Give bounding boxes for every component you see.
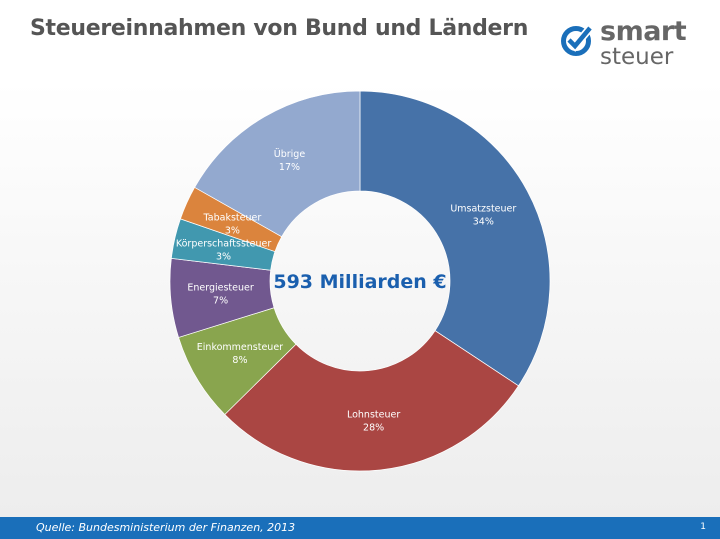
percent-label: 7% [213,296,228,307]
percent-label: 17% [279,162,300,173]
slice-umsatzsteuer [359,90,551,387]
category-label: Tabaksteuer [203,212,262,223]
logo-text-smart: smart [600,16,687,47]
logo-text-steuer: steuer [600,44,674,70]
check-circle-icon [561,25,594,56]
slice--brige [194,90,361,238]
category-label: Lohnsteuer [347,409,400,420]
category-label: Übrige [274,149,306,160]
percent-label: 34% [473,217,494,228]
category-label: Energiesteuer [187,283,254,294]
percent-label: 3% [216,252,231,263]
center-label: 593 Milliarden € [273,271,446,293]
footer: Quelle: Bundesministerium der Finanzen, … [0,517,720,539]
category-label: Körperschaftssteuer [176,239,272,250]
percent-label: 3% [225,225,240,236]
page-number: 1 [700,522,706,532]
slice-lohnsteuer [224,330,519,472]
page-title: Steuereinnahmen von Bund und Ländern [30,16,529,41]
percent-label: 8% [232,355,247,366]
category-label: Einkommensteuer [197,342,283,353]
logo: smart steuer [560,16,690,70]
percent-label: 28% [363,422,384,433]
source-text: Quelle: Bundesministerium der Finanzen, … [36,521,296,534]
category-label: Umsatzsteuer [450,204,516,215]
